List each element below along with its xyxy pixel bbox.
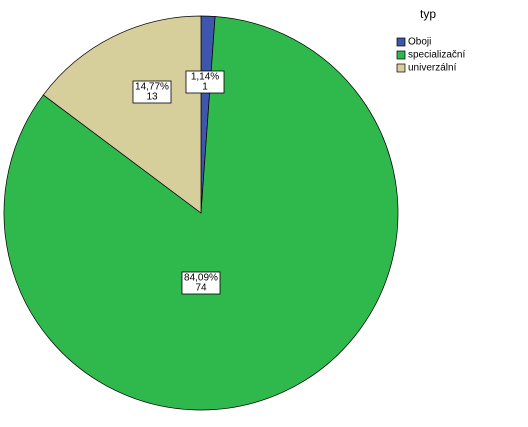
legend-label: Oboji [408, 37, 431, 48]
data-label-box [181, 271, 221, 295]
data-label-box [185, 70, 225, 94]
legend-swatch [396, 50, 406, 60]
data-label-count: 1 [202, 82, 208, 93]
data-label: 84,09% [184, 273, 218, 284]
legend-swatch [396, 37, 406, 47]
data-label: 14,77% [135, 82, 169, 93]
data-label-box [132, 80, 172, 104]
legend-title: typ [420, 7, 436, 21]
legend-label: univerzální [408, 63, 457, 74]
data-label: 1,14% [191, 72, 219, 83]
data-label-count: 13 [146, 92, 158, 103]
pie-slice [42, 15, 202, 214]
legend-swatch [396, 63, 406, 73]
legend-label: specializační [408, 50, 465, 61]
data-label-count: 74 [195, 283, 207, 294]
